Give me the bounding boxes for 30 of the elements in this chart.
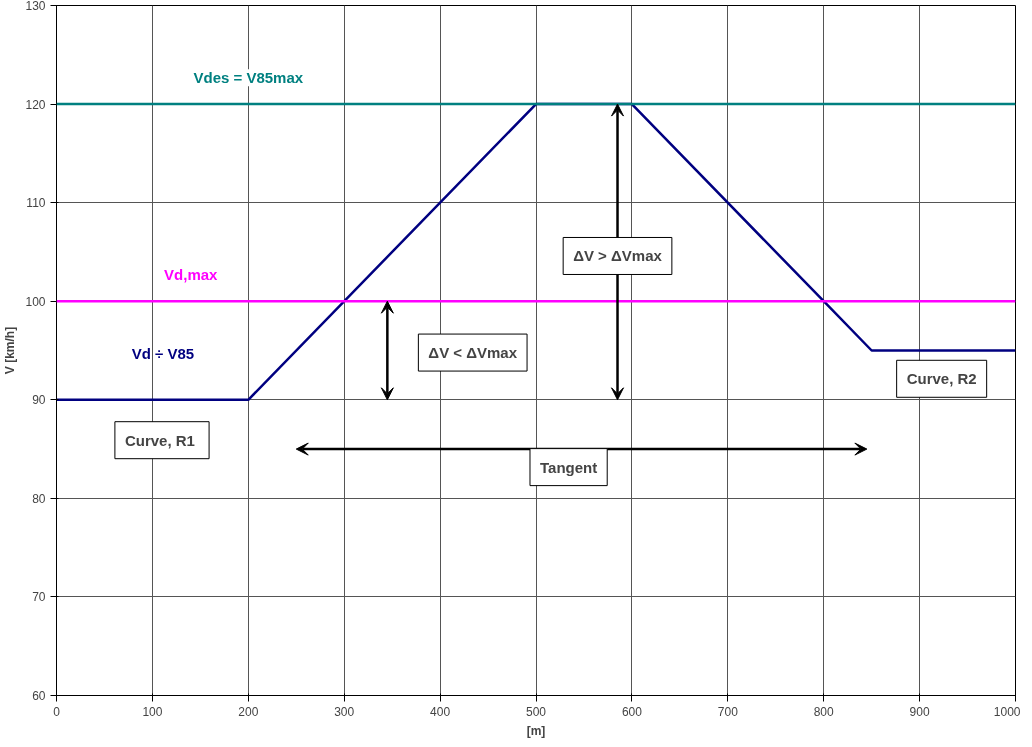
y-tick-label: 90 [32,393,46,408]
annotation: Curve, R1 [124,431,195,449]
line-series [56,102,1016,402]
x-tick-label: 0 [53,704,61,719]
ref-line-label: Vd,max [164,266,219,284]
x-tick-label: 400 [430,704,451,719]
annotation: Curve, R2 [906,370,977,388]
y-tick-label: 100 [25,294,46,309]
x-axis-title: [m] [526,723,546,738]
x-tick-label: 200 [238,704,259,719]
x-tick-label: 900 [909,704,930,719]
x-tick-label: 700 [717,704,739,719]
x-tick-label: 300 [334,704,355,719]
x-tick-label: 100 [142,704,163,719]
text: Vd ÷ V85 [131,344,195,362]
x-tick-label: 600 [621,704,643,719]
y-tick-label: 70 [32,590,46,605]
x-tick-label: 800 [813,704,835,719]
x-tick-label: 500 [525,704,547,719]
y-tick-label: 110 [26,196,46,211]
y-axis-title: V [km/h] [3,326,18,375]
x-tick-label: 1000 [993,704,1021,719]
annotation: Tangent [540,458,598,476]
ref-line-label: Vdes = V85max [193,69,304,87]
y-tick-label: 80 [32,491,46,506]
y-tick-label: 130 [25,0,46,13]
annotation: ΔV > ΔVmax [573,247,663,265]
annotation: ΔV < ΔVmax [428,344,518,362]
y-tick-label: 120 [25,97,46,112]
y-tick-label: 60 [32,689,46,703]
